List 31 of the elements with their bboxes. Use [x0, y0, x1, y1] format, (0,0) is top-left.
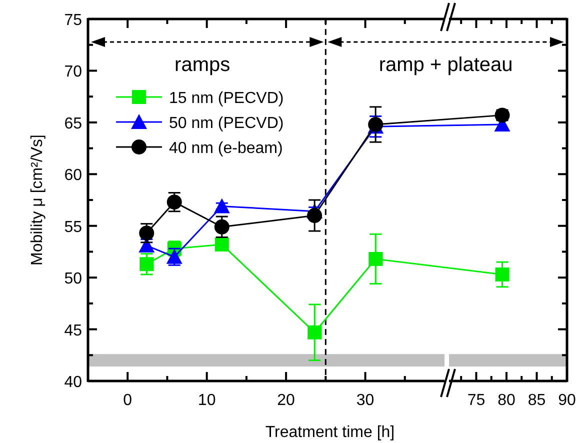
point: [166, 194, 182, 210]
point: [140, 257, 154, 272]
x-tick-label: 90: [558, 392, 576, 409]
legend-label: 40 nm (e-beam): [169, 140, 283, 157]
y-tick-label: 50: [64, 270, 82, 288]
x-axis-title: Treatment time [h]: [265, 424, 395, 441]
y-tick-label: 70: [64, 64, 82, 81]
legend-label: 50 nm (PECVD): [169, 115, 284, 132]
y-tick-label: 65: [64, 115, 82, 132]
legend-label: 15 nm (PECVD): [169, 90, 284, 107]
point: [308, 325, 322, 340]
point: [307, 208, 322, 224]
x-tick-label: 10: [198, 392, 216, 409]
y-tick-label: 60: [64, 167, 82, 184]
x-tick-label: 75: [467, 392, 486, 409]
annotation: ramp + plateau: [378, 54, 513, 76]
y-axis-title: Mobility μ [cm²/Vs]: [29, 134, 46, 266]
x-tick-label: 0: [123, 392, 132, 409]
y-tick-label: 40: [64, 374, 82, 391]
x-tick-label: 85: [528, 392, 546, 409]
point: [368, 252, 383, 266]
x-tick-label: 20: [277, 392, 296, 409]
x-tick-label: 30: [356, 392, 374, 409]
y-tick-label: 45: [64, 322, 82, 340]
point: [214, 219, 230, 234]
y-tick-label: 75: [64, 12, 82, 29]
annotation: ramps: [174, 54, 230, 76]
x-tick-label: 80: [498, 392, 516, 409]
y-tick-label: 55: [64, 218, 82, 236]
point: [214, 198, 230, 214]
point: [214, 237, 229, 252]
